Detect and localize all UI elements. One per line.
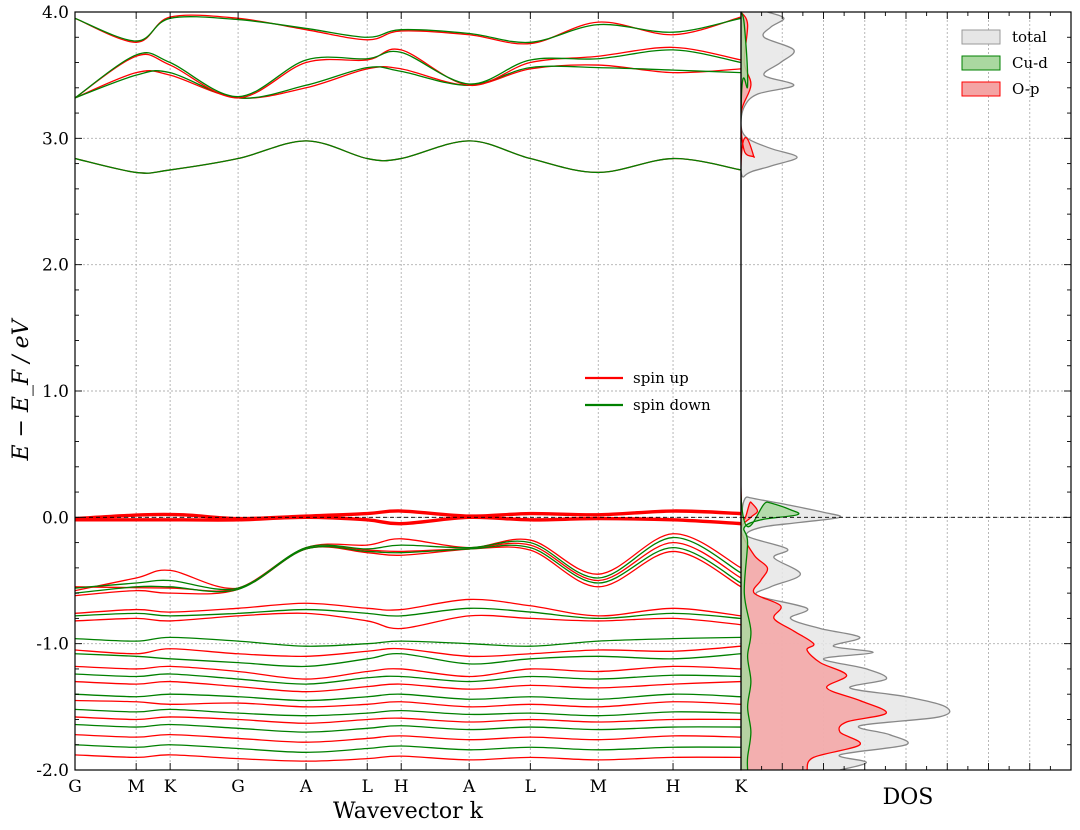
band-line-up-1 xyxy=(75,515,741,526)
legend-label-spin-down: spin down xyxy=(633,396,711,414)
y-tick-label: 1.0 xyxy=(42,382,69,402)
legend-label-spin-up: spin up xyxy=(633,369,689,387)
legend-label-total: total xyxy=(1012,28,1047,46)
band-line-down-12 xyxy=(75,653,741,668)
k-point-label: K xyxy=(164,777,177,797)
dos-edge-o-p xyxy=(741,12,887,770)
y-tick-label: -1.0 xyxy=(36,635,69,655)
band-line-down-31 xyxy=(75,16,741,44)
band-line-up-13 xyxy=(75,665,741,680)
y-tick-label: 3.0 xyxy=(42,129,69,149)
legend-label-o-p: O-p xyxy=(1012,80,1040,98)
band-line-up-7 xyxy=(75,598,741,617)
legend-swatch-total xyxy=(961,29,1001,45)
k-point-label: M xyxy=(590,777,607,797)
band-line-up-21 xyxy=(75,733,741,743)
k-point-label: A xyxy=(299,777,313,797)
y-tick-label: 4.0 xyxy=(42,3,69,23)
k-point-label: M xyxy=(127,777,144,797)
band-line-up-4 xyxy=(75,545,741,597)
dos-legend: total Cu-d O-p xyxy=(961,28,1048,98)
y-axis-label-text: E − E_F / eV xyxy=(9,317,34,461)
k-point-label: L xyxy=(525,777,536,797)
y-tick-label: 0.0 xyxy=(42,508,69,528)
band-lines xyxy=(75,14,741,762)
k-point-label: K xyxy=(735,777,748,797)
band-line-up-3 xyxy=(75,541,741,592)
y-tick-label: 2.0 xyxy=(42,256,69,276)
y-axis-label: E − E_F / eV xyxy=(9,317,34,461)
band-line-down-5 xyxy=(75,536,741,591)
band-line-down-6 xyxy=(75,544,741,594)
y-tick-labels: -2.0 -1.0 0.0 1.0 2.0 3.0 4.0 xyxy=(36,3,69,781)
k-point-label: A xyxy=(462,777,476,797)
band-line-down-20 xyxy=(75,723,741,733)
band-grid xyxy=(75,12,741,770)
band-line-up-23 xyxy=(75,754,741,762)
dos-axis-label: DOS xyxy=(883,785,934,810)
band-line-down-16 xyxy=(75,693,741,702)
dos-area-cu-d xyxy=(741,12,799,770)
band-line-up-8 xyxy=(75,612,741,630)
axis-ticks xyxy=(74,11,1071,771)
band-line-down-29 xyxy=(75,49,741,99)
legend-label-cu-d: Cu-d xyxy=(1012,54,1048,72)
band-line-up-26 xyxy=(75,64,741,99)
band-line-down-25 xyxy=(75,140,741,174)
band-line-down-27 xyxy=(75,65,741,99)
band-line-down-10 xyxy=(75,636,741,647)
y-tick-label: -2.0 xyxy=(36,761,69,781)
k-point-label: H xyxy=(666,777,681,797)
k-point-label: G xyxy=(68,777,82,797)
k-point-label: H xyxy=(394,777,409,797)
band-line-up-11 xyxy=(75,645,741,658)
x-axis-label: Wavevector k xyxy=(333,799,484,824)
dos-edge-total xyxy=(741,12,951,770)
k-point-label: G xyxy=(231,777,245,797)
band-line-up-17 xyxy=(75,699,741,708)
legend-swatch-cu-d xyxy=(961,55,1001,71)
band-line-up-28 xyxy=(75,46,741,99)
band-line-up-15 xyxy=(75,680,741,693)
legend-swatch-o-p xyxy=(961,81,1001,97)
band-legend: spin up spin down xyxy=(585,369,711,414)
band-line-down-9 xyxy=(75,607,741,620)
band-line-up-30 xyxy=(75,14,741,45)
band-line-up-19 xyxy=(75,716,741,724)
band-line-down-14 xyxy=(75,673,741,685)
band-line-down-22 xyxy=(75,744,741,753)
band-line-up-2 xyxy=(75,533,741,592)
band-line-down-18 xyxy=(75,708,741,717)
band-line-up-0 xyxy=(75,509,741,521)
k-point-label: L xyxy=(362,777,373,797)
dos-area-o-p xyxy=(741,12,887,770)
